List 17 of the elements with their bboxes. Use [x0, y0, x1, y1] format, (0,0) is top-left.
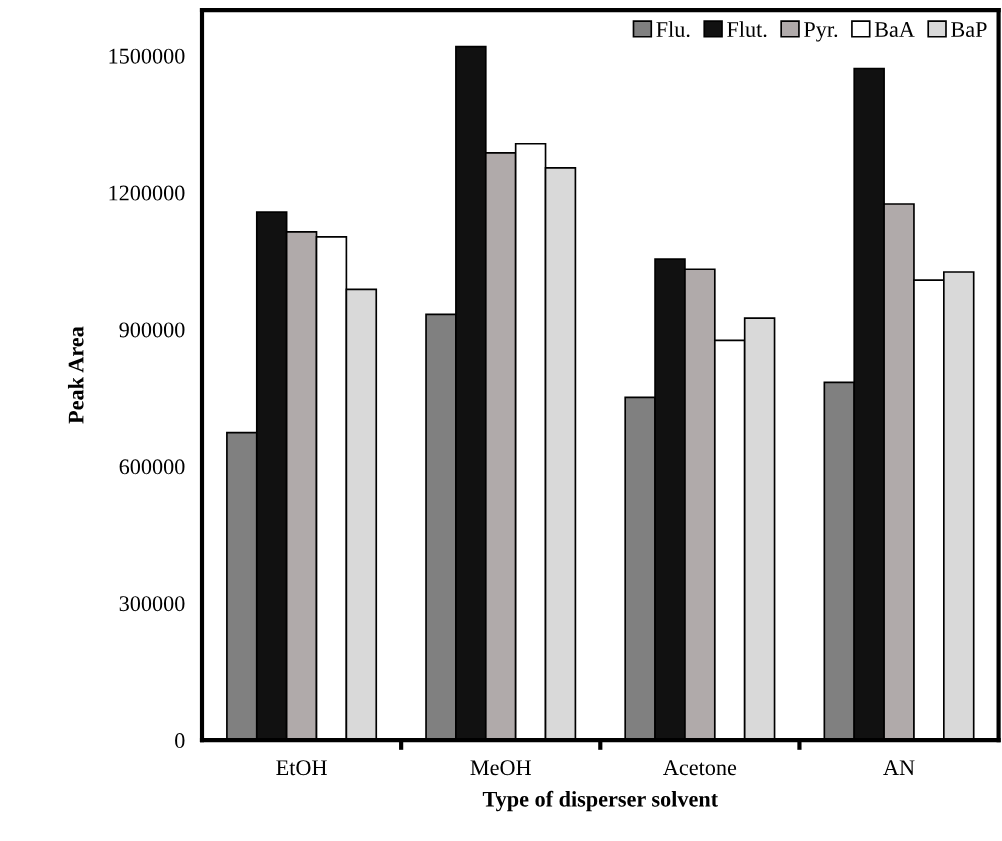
y-tick-label: 300000 — [119, 596, 185, 612]
legend-label: Flut. — [727, 21, 767, 38]
x-tick-label: MeOH — [470, 760, 531, 776]
y-tick-label: 600000 — [119, 459, 185, 475]
x-tick-label: AN — [883, 760, 915, 775]
legend-label: Flu. — [656, 21, 690, 38]
x-tick-label: EtOH — [276, 760, 327, 776]
legend-label: BaP — [951, 22, 987, 37]
y-tick-label: 900000 — [119, 322, 185, 338]
legend-label: BaA — [874, 22, 915, 37]
legend-label: Pyr. — [804, 22, 838, 42]
x-axis-title: Type of disperser solvent — [482, 790, 718, 812]
y-tick-label: 0 — [175, 733, 185, 749]
x-tick-label: Acetone — [663, 760, 737, 776]
y-tick-label: 1500000 — [109, 48, 185, 64]
y-axis-title: Peak Area — [67, 326, 84, 424]
y-tick-label: 1200000 — [109, 185, 185, 201]
